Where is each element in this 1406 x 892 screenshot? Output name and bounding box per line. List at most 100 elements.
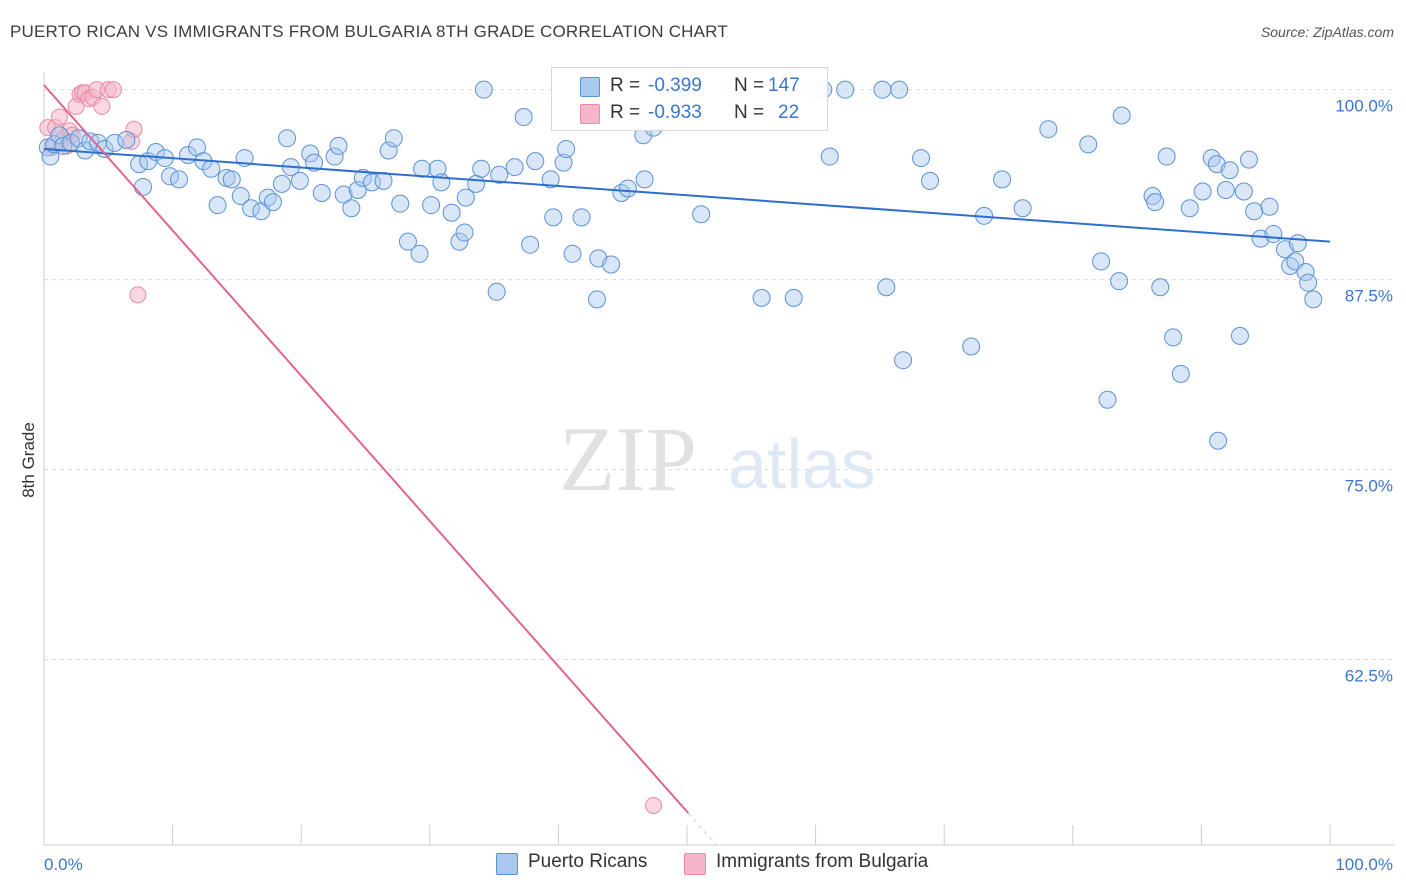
puerto-rican-point bbox=[836, 80, 855, 99]
legend-n-value: 147 bbox=[768, 75, 800, 96]
puerto-rican-point bbox=[1180, 199, 1199, 218]
puerto-rican-point bbox=[1209, 431, 1228, 450]
puerto-rican-point bbox=[894, 351, 913, 370]
puerto-rican-point bbox=[1164, 328, 1183, 347]
bulgaria-point bbox=[129, 286, 147, 304]
watermark-zip: ZIP bbox=[559, 408, 697, 510]
legend-swatch-pink bbox=[580, 104, 600, 124]
puerto-rican-point bbox=[474, 80, 493, 99]
puerto-rican-point bbox=[526, 152, 545, 171]
bulgaria-point bbox=[104, 81, 122, 99]
stats-legend: R = -0.399 N = 147 R = -0.933 N = 22 bbox=[551, 67, 828, 131]
puerto-rican-point bbox=[379, 141, 398, 160]
x-tick-label-min: 0.0% bbox=[44, 855, 83, 874]
puerto-rican-point bbox=[962, 337, 981, 356]
puerto-rican-point bbox=[612, 184, 631, 203]
puerto-rican-point bbox=[1264, 225, 1283, 244]
puerto-rican-point bbox=[81, 132, 100, 151]
puerto-rican-point bbox=[572, 208, 591, 227]
puerto-rican-point bbox=[208, 196, 227, 215]
puerto-rican-point bbox=[1202, 149, 1221, 168]
puerto-rican-point bbox=[353, 168, 372, 187]
puerto-rican-point bbox=[521, 235, 540, 254]
legend-swatch-blue bbox=[580, 77, 600, 97]
puerto-rican-point bbox=[41, 147, 60, 166]
watermark: ZIP atlas bbox=[559, 408, 876, 510]
gridlines bbox=[44, 89, 1394, 661]
puerto-rican-point bbox=[422, 196, 441, 215]
puerto-rican-point bbox=[305, 153, 324, 172]
puerto-rican-point bbox=[312, 184, 331, 203]
puerto-rican-point bbox=[1098, 390, 1117, 409]
puerto-rican-point bbox=[117, 130, 136, 149]
puerto-rican-point bbox=[1296, 263, 1315, 282]
bottom-legend-label: Immigrants from Bulgaria bbox=[716, 851, 929, 872]
puerto-rican-point bbox=[134, 177, 153, 196]
puerto-rican-point bbox=[912, 149, 931, 168]
source-label: Source: ZipAtlas.com bbox=[1260, 24, 1394, 40]
puerto-rican-point bbox=[1245, 202, 1264, 221]
puerto-rican-point bbox=[635, 170, 654, 189]
puerto-rican-trend-line bbox=[43, 147, 1331, 243]
puerto-rican-point bbox=[242, 199, 261, 218]
puerto-rican-point bbox=[1151, 278, 1170, 297]
puerto-rican-point bbox=[325, 147, 344, 166]
puerto-rican-point bbox=[1299, 273, 1318, 292]
puerto-rican-point bbox=[541, 170, 560, 189]
puerto-rican-point bbox=[602, 255, 621, 274]
puerto-rican-point bbox=[455, 223, 474, 242]
puerto-rican-point bbox=[170, 170, 189, 189]
legend-n-value: 22 bbox=[778, 102, 800, 123]
trend-lines bbox=[43, 84, 1331, 851]
puerto-rican-point bbox=[1157, 147, 1176, 166]
puerto-rican-point bbox=[1304, 290, 1323, 309]
bottom-legend-label: Puerto Ricans bbox=[528, 851, 648, 872]
axis-labels: 100.0% 87.5% 75.0% 62.5% 0.0% 100.0% 8th Grade bbox=[19, 97, 1393, 874]
puerto-rican-point bbox=[1146, 193, 1165, 212]
puerto-rican-point bbox=[514, 108, 533, 127]
puerto-rican-point bbox=[487, 282, 506, 301]
puerto-rican-point bbox=[450, 232, 469, 251]
y-tick-label: 87.5% bbox=[1345, 287, 1393, 306]
puerto-rican-point bbox=[921, 171, 940, 190]
axes bbox=[43, 72, 1394, 846]
puerto-rican-point bbox=[692, 205, 711, 224]
y-axis-title: 8th Grade bbox=[19, 422, 38, 498]
y-tick-label: 100.0% bbox=[1335, 97, 1393, 116]
puerto-rican-point bbox=[1239, 150, 1258, 169]
puerto-rican-point bbox=[278, 129, 297, 148]
y-tick-label: 75.0% bbox=[1345, 477, 1393, 496]
puerto-rican-point bbox=[1260, 197, 1279, 216]
puerto-rican-point bbox=[301, 144, 320, 163]
puerto-rican-point bbox=[272, 174, 291, 193]
puerto-rican-point bbox=[820, 147, 839, 166]
puerto-rican-point bbox=[1220, 161, 1239, 180]
puerto-rican-point bbox=[456, 188, 475, 207]
puerto-rican-point bbox=[505, 158, 524, 177]
puerto-rican-point bbox=[890, 80, 909, 99]
y-tick-label: 62.5% bbox=[1345, 667, 1393, 686]
puerto-rican-point bbox=[348, 180, 367, 199]
puerto-rican-point bbox=[563, 244, 582, 263]
watermark-atlas: atlas bbox=[728, 425, 876, 503]
bulgaria-point bbox=[93, 97, 111, 115]
chart-title: PUERTO RICAN VS IMMIGRANTS FROM BULGARIA… bbox=[10, 22, 728, 41]
puerto-rican-point bbox=[1234, 182, 1253, 201]
puerto-rican-point bbox=[231, 187, 250, 206]
x-tick-label-max: 100.0% bbox=[1335, 855, 1393, 874]
puerto-rican-point bbox=[374, 171, 393, 190]
puerto-rican-point bbox=[1110, 272, 1129, 291]
puerto-rican-point bbox=[1171, 364, 1190, 383]
puerto-rican-point bbox=[263, 193, 282, 212]
legend-r-label: R = bbox=[610, 102, 641, 123]
puerto-rican-point bbox=[1013, 199, 1032, 218]
puerto-rican-point bbox=[1079, 135, 1098, 154]
puerto-rican-point bbox=[587, 290, 606, 309]
puerto-rican-point bbox=[342, 199, 361, 218]
bottom-swatch-pink bbox=[684, 853, 706, 875]
puerto-rican-point bbox=[384, 129, 403, 148]
legend-r-label: R = bbox=[610, 75, 641, 96]
puerto-rican-point bbox=[362, 173, 381, 192]
bottom-swatch-blue bbox=[496, 853, 518, 875]
